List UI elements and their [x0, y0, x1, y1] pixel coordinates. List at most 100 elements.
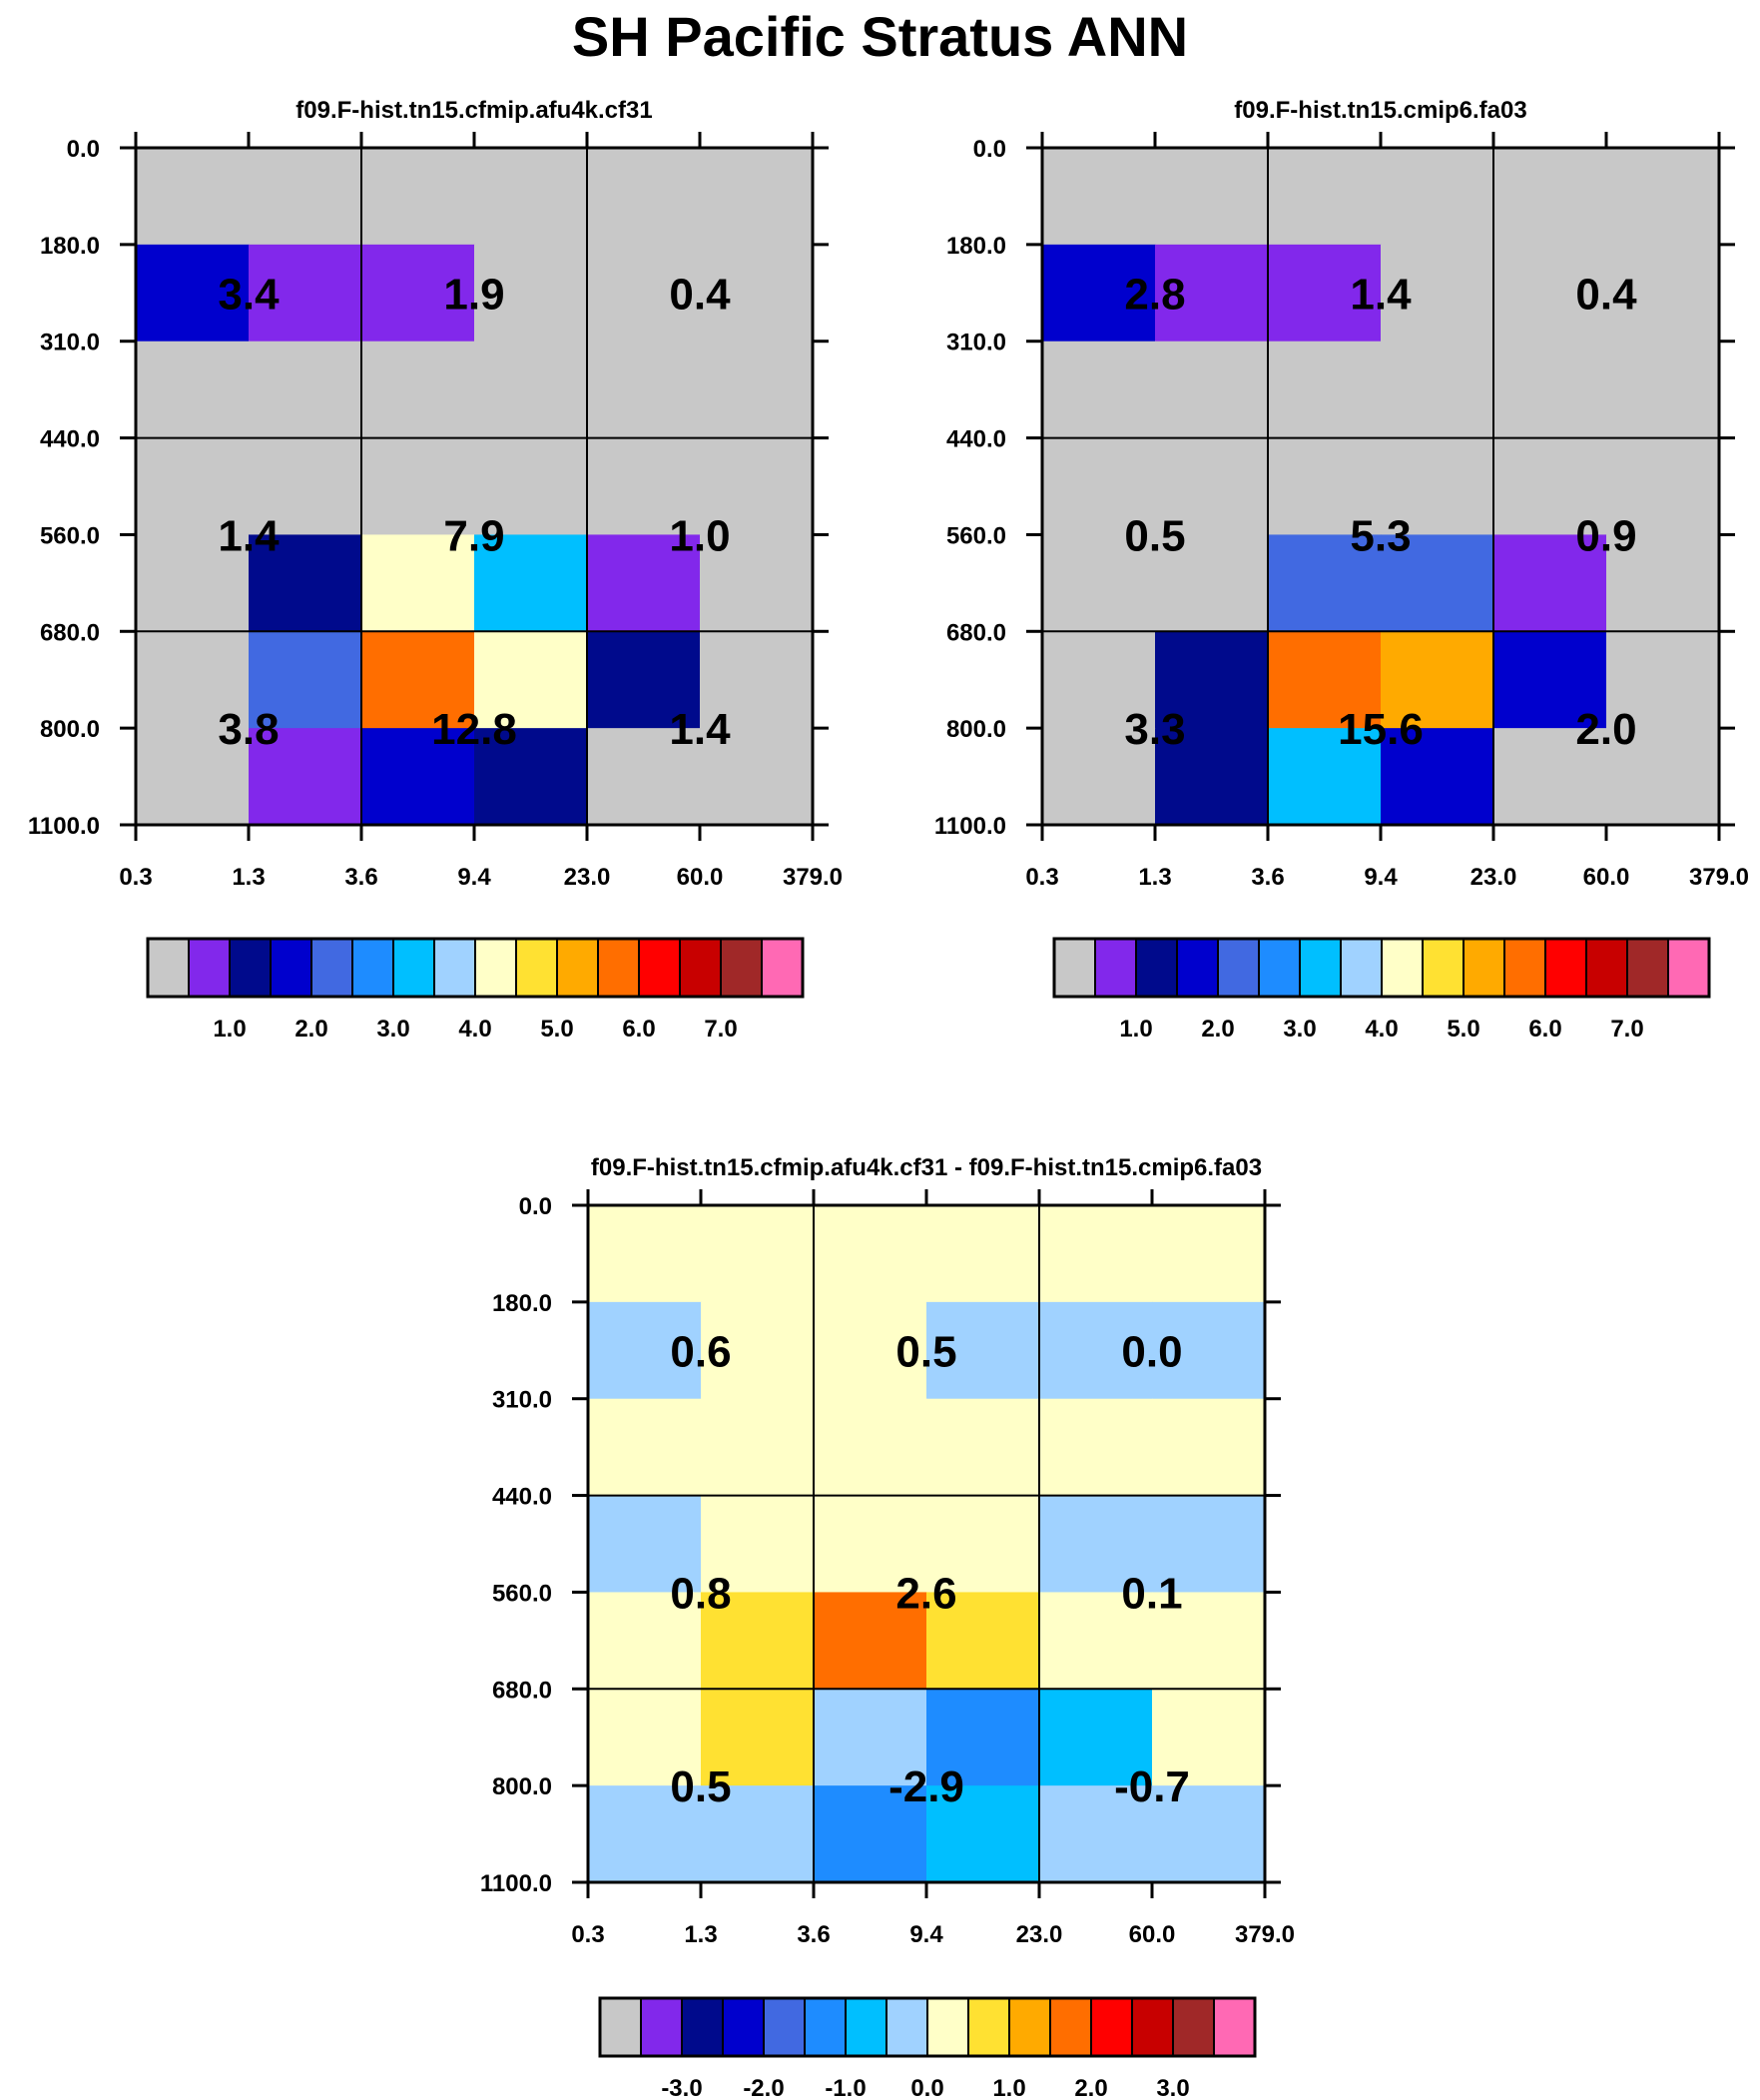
- heatmap-cell: [1039, 1495, 1153, 1594]
- heatmap-cell: [1381, 148, 1494, 246]
- colorbar-label: 0.0: [910, 2075, 943, 2100]
- cell-value-label: 0.8: [670, 1569, 731, 1618]
- colorbar-swatch: [845, 1997, 887, 2057]
- colorbar-swatch: [599, 1997, 642, 2057]
- heatmap-cell: [1268, 728, 1382, 826]
- colorbar-swatch: [1131, 1997, 1174, 2057]
- colorbar-swatch: [310, 938, 353, 998]
- heatmap-cell: [474, 534, 588, 632]
- x-tick-label: 60.0: [1129, 1921, 1176, 1948]
- colorbar-label: 6.0: [622, 1016, 655, 1043]
- heatmap-cell: [136, 631, 250, 729]
- heatmap-cell: [1152, 1689, 1266, 1786]
- x-tick-label: 1.3: [232, 864, 265, 891]
- x-tick-label: 9.4: [457, 864, 491, 891]
- colorbar-swatch: [474, 938, 517, 998]
- heatmap-cell: [1381, 728, 1494, 826]
- colorbar-swatch: [1299, 938, 1342, 998]
- colorbar-swatch: [967, 1997, 1010, 2057]
- cell-value-label: 15.6: [1338, 705, 1424, 754]
- x-tick-label: 23.0: [1470, 864, 1517, 891]
- heatmap-cell: [1152, 1205, 1266, 1303]
- heatmap-cell: [1042, 631, 1156, 729]
- heatmap-cell: [1155, 534, 1269, 632]
- colorbar-label: -2.0: [743, 2075, 784, 2100]
- panel-1: 0.3 1.3 3.6 9.4 23.0 60.0 379.0 0.0 180.0 310.0 44…: [28, 97, 843, 1043]
- heatmap-cell: [1493, 244, 1607, 343]
- colorbar-label: -1.0: [825, 2075, 866, 2100]
- panel-title: f09.F-hist.tn15.cfmip.afu4k.cf31: [295, 97, 652, 124]
- heatmap-cell: [1268, 341, 1382, 439]
- heatmap-cell: [701, 1495, 815, 1594]
- colorbar-label: 5.0: [540, 1016, 573, 1043]
- heatmap-cell: [1381, 631, 1494, 729]
- cell-value-label: 0.6: [670, 1327, 731, 1376]
- cell-value-label: 0.0: [1121, 1327, 1182, 1376]
- colorbar-swatch: [1340, 938, 1383, 998]
- x-tick-label: 3.6: [1251, 864, 1284, 891]
- panel-3: 0.3 1.3 3.6 9.4 23.0 60.0 379.0 0.0 180.0 310.0 44…: [480, 1154, 1295, 2100]
- x-tick-label: 0.3: [119, 864, 152, 891]
- y-tick-label: 180.0: [40, 233, 100, 260]
- heatmap-cell: [588, 1205, 702, 1303]
- heatmap-cell: [587, 341, 701, 439]
- colorbar-swatch: [1172, 1997, 1215, 2057]
- x-tick-label: 379.0: [1689, 864, 1749, 891]
- heatmap-cell: [588, 1592, 702, 1690]
- cell-value-label: 0.9: [1575, 511, 1636, 560]
- heatmap-cell: [700, 341, 814, 439]
- x-tick-label: 379.0: [783, 864, 843, 891]
- colorbar-swatch: [433, 938, 476, 998]
- heatmap-cell: [136, 341, 250, 439]
- heatmap-cell: [1381, 534, 1494, 632]
- colorbar-swatch: [926, 1997, 969, 2057]
- heatmap-cell: [587, 534, 701, 632]
- heatmap-cell: [249, 631, 362, 729]
- heatmap-cell: [249, 341, 362, 439]
- heatmap-cell: [701, 1398, 815, 1497]
- cell-value-label: 1.9: [443, 270, 504, 319]
- heatmap-cell: [1268, 631, 1382, 729]
- heatmap-cell: [814, 1495, 927, 1594]
- colorbar-swatch: [1176, 938, 1219, 998]
- colorbar-swatch: [679, 938, 722, 998]
- heatmap-cell: [249, 148, 362, 246]
- heatmap-cell: [700, 148, 814, 246]
- colorbar-swatch: [1217, 938, 1260, 998]
- heatmap-cell: [588, 1495, 702, 1594]
- heatmap-cell: [474, 341, 588, 439]
- colorbar: 1.0 2.0 3.0 4.0 5.0 6.0 7.0: [1052, 937, 1711, 1043]
- heatmap-cell: [587, 728, 701, 826]
- heatmap-cell: [700, 244, 814, 343]
- colorbar-label: 3.0: [1283, 1016, 1316, 1043]
- colorbar-swatch: [229, 938, 272, 998]
- heatmap-cell: [1155, 728, 1269, 826]
- cell-value-label: 0.5: [1124, 511, 1185, 560]
- colorbar-swatch: [1008, 1997, 1051, 2057]
- y-tick-label: 800.0: [492, 1773, 552, 1800]
- colorbar-label: 1.0: [1119, 1016, 1152, 1043]
- x-tick-label: 9.4: [909, 1921, 943, 1948]
- y-tick-label: 0.0: [67, 136, 100, 163]
- x-tick-label: 0.3: [571, 1921, 604, 1948]
- heatmap-cell: [474, 728, 588, 826]
- colorbar-swatch: [147, 938, 190, 998]
- heatmap-cell: [814, 1301, 927, 1400]
- heatmap-cell: [1039, 1205, 1153, 1303]
- heatmap-cell: [474, 148, 588, 246]
- y-tick-label: 0.0: [973, 136, 1006, 163]
- x-tick-label: 1.3: [1138, 864, 1171, 891]
- colorbar-swatch: [351, 938, 394, 998]
- colorbar-swatch: [1667, 938, 1710, 998]
- heatmap-cell: [701, 1301, 815, 1400]
- heatmap-cell: [361, 244, 475, 343]
- y-tick-label: 680.0: [40, 619, 100, 646]
- heatmap-cell: [588, 1398, 702, 1497]
- colorbar-swatch: [1503, 938, 1546, 998]
- heatmap-cell: [474, 631, 588, 729]
- colorbar-swatch: [1585, 938, 1628, 998]
- heatmap-cell: [1039, 1398, 1153, 1497]
- heatmap-cell: [926, 1592, 1040, 1690]
- heatmap-cell: [1155, 244, 1269, 343]
- heatmap-cell: [361, 341, 475, 439]
